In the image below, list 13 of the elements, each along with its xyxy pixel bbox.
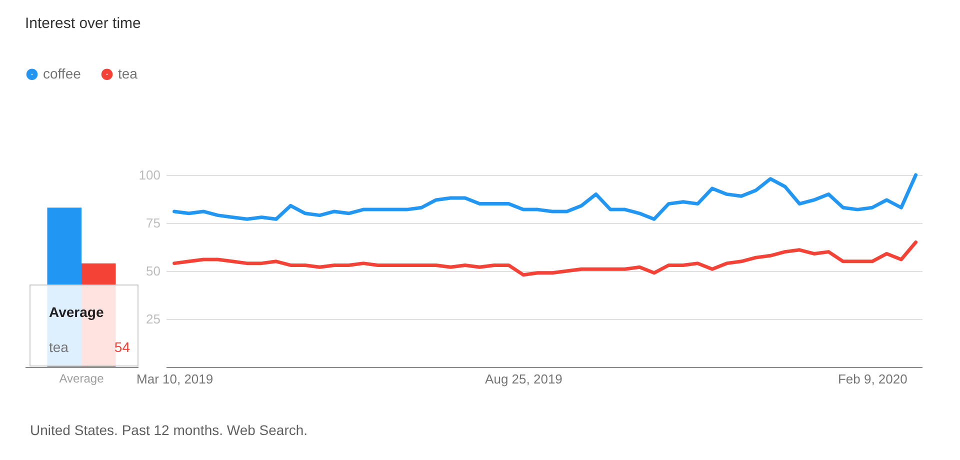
annotation: 54 [114, 339, 130, 355]
chart-title: Interest over time [25, 15, 141, 32]
y-tick-label: 25 [146, 312, 160, 326]
x-tick-label: Mar 10, 2019 [136, 372, 214, 386]
legend-label: coffee [43, 65, 82, 82]
y-tick-label: 50 [146, 264, 160, 278]
annotation: tea [49, 339, 69, 355]
y-tick-label: 100 [138, 168, 160, 182]
legend-label: tea [118, 65, 138, 82]
text: United States. Past 12 months. Web Search. [30, 422, 308, 438]
y-tick-label: 75 [146, 216, 160, 230]
x-tick-label: Aug 25, 2019 [485, 372, 562, 386]
x-tick-label: Feb 9, 2020 [838, 372, 908, 386]
